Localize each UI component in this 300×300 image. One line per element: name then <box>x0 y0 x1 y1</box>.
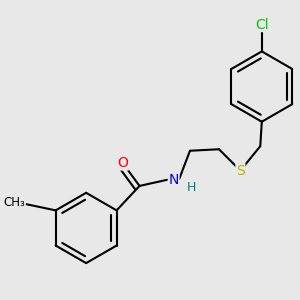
Text: O: O <box>117 156 128 170</box>
Text: H: H <box>187 181 196 194</box>
Text: S: S <box>236 164 245 178</box>
Text: Cl: Cl <box>255 17 268 32</box>
Text: N: N <box>169 173 179 187</box>
Text: CH₃: CH₃ <box>3 196 25 209</box>
